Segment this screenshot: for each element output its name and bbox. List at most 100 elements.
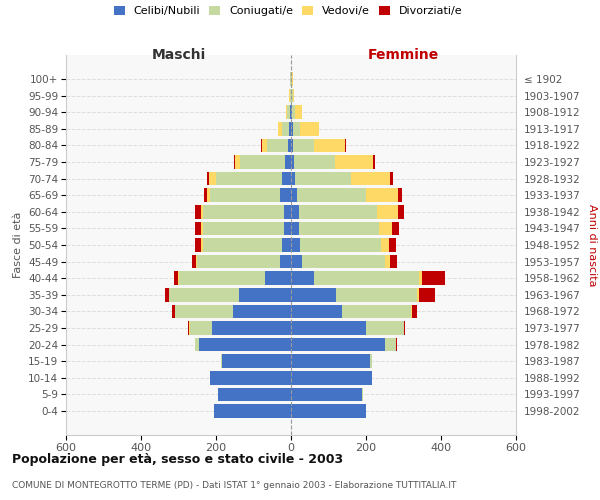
Bar [299, 222, 379, 235]
Bar [291, 288, 336, 302]
Bar [291, 338, 385, 351]
Bar [165, 288, 169, 302]
Bar [280, 188, 291, 202]
Bar [286, 106, 287, 119]
Bar [221, 354, 291, 368]
Bar [199, 338, 291, 351]
Bar [291, 304, 341, 318]
Bar [239, 288, 291, 302]
Bar [211, 371, 291, 384]
Bar [196, 338, 199, 351]
Bar [291, 272, 314, 285]
Bar [281, 122, 289, 136]
Bar [278, 122, 281, 136]
Bar [412, 304, 418, 318]
Bar [212, 321, 291, 335]
Bar [206, 188, 211, 202]
Bar [396, 338, 397, 351]
Text: Popolazione per età, sesso e stato civile - 2003: Popolazione per età, sesso e stato civil… [12, 452, 343, 466]
Bar [291, 321, 366, 335]
Bar [261, 138, 262, 152]
Bar [196, 222, 201, 235]
Text: Maschi: Maschi [151, 48, 206, 62]
Bar [241, 155, 286, 169]
Bar [291, 354, 370, 368]
Bar [295, 106, 302, 119]
Bar [179, 272, 265, 285]
Bar [335, 155, 373, 169]
Bar [293, 138, 314, 152]
Bar [292, 106, 295, 119]
Bar [262, 138, 268, 152]
Bar [284, 205, 291, 218]
Bar [291, 404, 366, 417]
Bar [291, 371, 371, 384]
Bar [366, 321, 404, 335]
Bar [292, 89, 293, 102]
Bar [203, 188, 206, 202]
Bar [301, 122, 319, 136]
Bar [201, 205, 203, 218]
Bar [233, 155, 235, 169]
Bar [291, 172, 295, 186]
Bar [341, 304, 411, 318]
Bar [290, 106, 291, 119]
Bar [203, 205, 284, 218]
Bar [366, 188, 398, 202]
Bar [377, 205, 398, 218]
Bar [392, 222, 399, 235]
Bar [289, 122, 291, 136]
Bar [391, 172, 394, 186]
Bar [291, 222, 299, 235]
Bar [422, 272, 445, 285]
Bar [371, 371, 373, 384]
Bar [291, 106, 292, 119]
Bar [291, 72, 292, 86]
Legend: Celibi/Nubili, Coniugati/e, Vedovi/e, Divorziati/e: Celibi/Nubili, Coniugati/e, Vedovi/e, Di… [113, 6, 463, 16]
Bar [281, 172, 291, 186]
Bar [398, 205, 404, 218]
Bar [293, 89, 295, 102]
Bar [299, 205, 377, 218]
Bar [351, 172, 391, 186]
Y-axis label: Anni di nascita: Anni di nascita [587, 204, 597, 286]
Bar [216, 172, 281, 186]
Bar [370, 354, 371, 368]
Bar [191, 255, 196, 268]
Bar [280, 255, 291, 268]
Bar [194, 338, 196, 351]
Bar [218, 388, 291, 401]
Bar [201, 238, 203, 252]
Bar [291, 188, 296, 202]
Text: COMUNE DI MONTEGROTTO TERME (PD) - Dati ISTAT 1° gennaio 2003 - Elaborazione TUT: COMUNE DI MONTEGROTTO TERME (PD) - Dati … [12, 480, 457, 490]
Bar [419, 272, 422, 285]
Bar [175, 304, 233, 318]
Bar [203, 238, 281, 252]
Bar [381, 238, 389, 252]
Bar [203, 222, 284, 235]
Bar [197, 255, 280, 268]
Bar [209, 172, 216, 186]
Bar [314, 138, 346, 152]
Bar [385, 338, 396, 351]
Bar [291, 138, 293, 152]
Bar [295, 172, 351, 186]
Bar [188, 321, 189, 335]
Bar [286, 155, 291, 169]
Bar [196, 205, 201, 218]
Bar [281, 238, 291, 252]
Bar [398, 188, 401, 202]
Bar [336, 288, 416, 302]
Bar [189, 321, 190, 335]
Y-axis label: Fasce di età: Fasce di età [13, 212, 23, 278]
Bar [373, 155, 374, 169]
Bar [291, 255, 302, 268]
Bar [302, 255, 385, 268]
Bar [291, 155, 294, 169]
Bar [265, 272, 291, 285]
Bar [211, 188, 280, 202]
Bar [268, 138, 288, 152]
Bar [314, 272, 419, 285]
Bar [416, 288, 419, 302]
Bar [292, 72, 293, 86]
